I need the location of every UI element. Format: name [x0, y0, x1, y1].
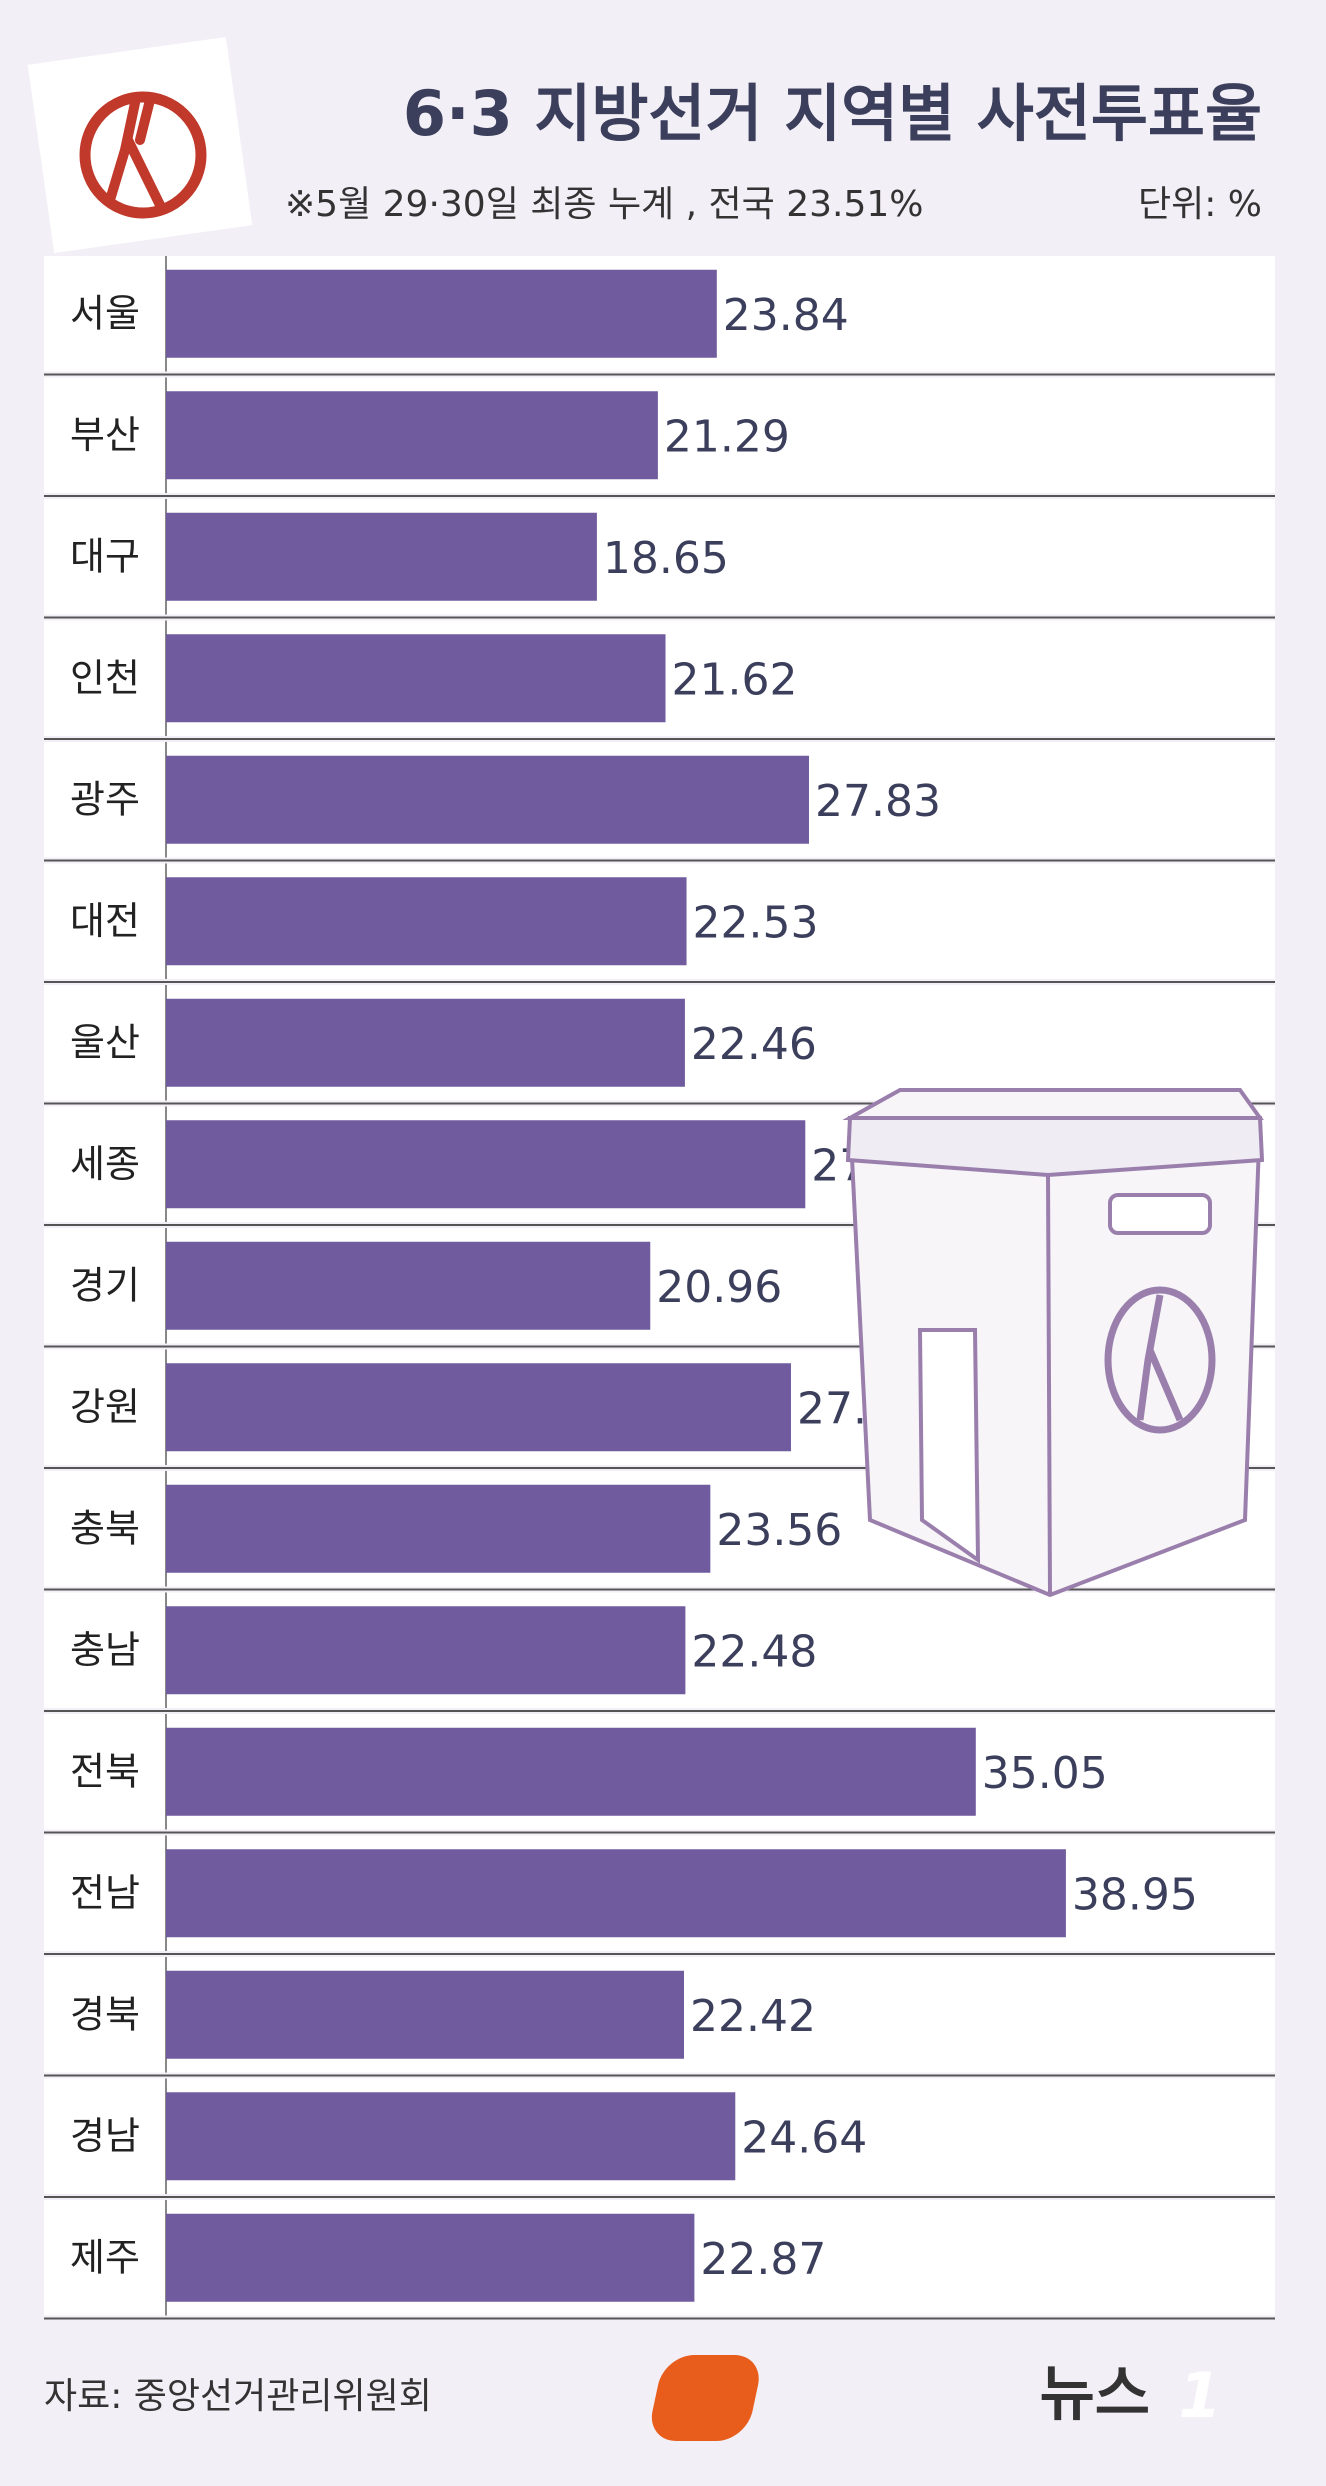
value-label: 18.65: [603, 533, 729, 584]
y-tick-label: 울산: [70, 1020, 140, 1064]
bar: [166, 755, 809, 844]
subtitle: ※5월 29·30일 최종 누계 , 전국 23.51%: [285, 184, 923, 225]
bar: [166, 877, 687, 966]
value-label: 22.48: [691, 1626, 817, 1677]
bar: [166, 2092, 736, 2181]
value-label: 35.05: [982, 1748, 1108, 1799]
y-tick-label: 광주: [70, 777, 140, 821]
y-tick-label: 충남: [70, 1628, 140, 1672]
y-tick-label: 전남: [70, 1871, 140, 1915]
value-label: 23.84: [723, 290, 849, 341]
y-tick-label: 경남: [70, 2114, 140, 2158]
source: 자료: 중앙선거관리위원회: [44, 2376, 432, 2417]
ballot-stamp-icon: [27, 37, 253, 253]
bar: [166, 512, 597, 601]
logo-text: 뉴스: [1040, 2360, 1150, 2430]
value-label: 24.64: [741, 2112, 867, 2163]
value-label: 22.46: [691, 1019, 817, 1070]
logo-badge: 1: [651, 2355, 1222, 2441]
bar: [166, 1606, 686, 1695]
value-label: 23.56: [716, 1505, 842, 1556]
y-tick-label: 세종: [70, 1142, 140, 1186]
logo-mark: 1: [1178, 2359, 1221, 2432]
y-tick-label: 부산: [70, 413, 140, 457]
bar: [166, 2213, 695, 2302]
y-tick-label: 대전: [70, 899, 140, 943]
y-tick-label: 제주: [70, 2235, 140, 2279]
value-label: 22.87: [700, 2234, 826, 2285]
value-label: 21.29: [664, 411, 790, 462]
bar: [166, 634, 666, 723]
chart-title: 6·3 지방선거 지역별 사전투표율: [403, 77, 1262, 150]
value-label: 27.83: [815, 776, 941, 827]
y-tick-label: 대구: [70, 534, 140, 578]
y-tick-label: 충북: [70, 1506, 140, 1550]
bar: [166, 391, 658, 480]
value-label: 22.53: [693, 897, 819, 948]
y-tick-label: 경북: [70, 1992, 140, 2036]
y-tick-label: 강원: [70, 1385, 140, 1429]
bar: [166, 1727, 976, 1816]
value-label: 20.96: [656, 1262, 782, 1313]
bar: [166, 1363, 791, 1452]
value-label: 22.42: [690, 1991, 816, 2042]
y-tick-label: 전북: [70, 1749, 140, 1793]
bar: [166, 269, 717, 358]
bar: [166, 1849, 1066, 1938]
bar: [166, 1120, 806, 1209]
y-tick-label: 인천: [70, 656, 140, 700]
ballot-box-illustration: [842, 1088, 1265, 1598]
bar: [166, 1484, 711, 1573]
value-label: 38.95: [1072, 1869, 1198, 1920]
unit-label: 단위: %: [1138, 184, 1262, 225]
bar: [166, 1970, 684, 2059]
value-label: 21.62: [672, 654, 798, 705]
y-tick-label: 서울: [70, 291, 140, 335]
bar: [166, 998, 685, 1087]
bar: [166, 1241, 651, 1330]
y-tick-label: 경기: [70, 1263, 140, 1307]
